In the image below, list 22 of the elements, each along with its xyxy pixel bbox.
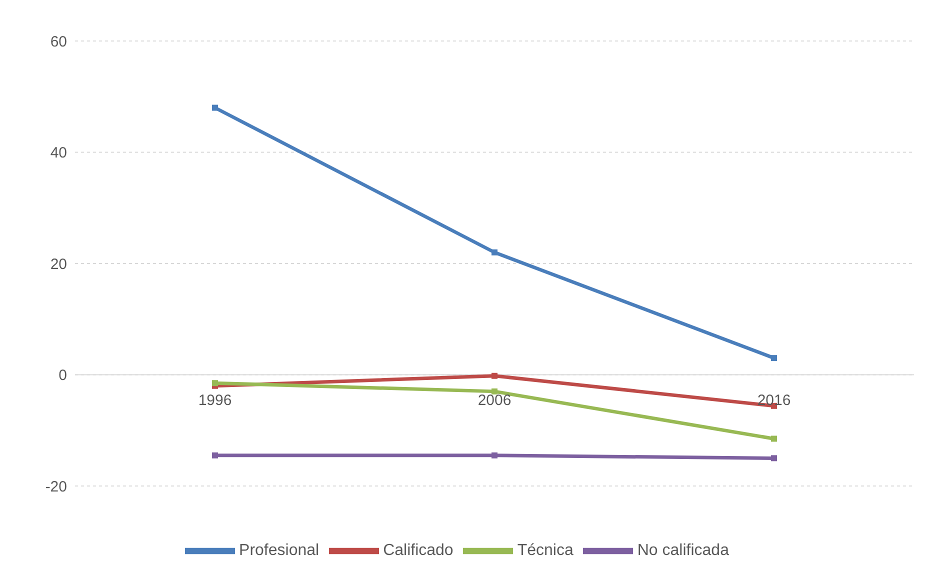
legend-label: Técnica [517, 542, 574, 560]
point [492, 372, 498, 379]
point [212, 452, 218, 458]
point [771, 455, 777, 462]
y-tick-label: 20 [50, 256, 67, 273]
y-tick-label: 0 [58, 367, 67, 384]
y-tick-label: 40 [50, 144, 67, 162]
point [492, 452, 498, 458]
y-tick-label: -20 [45, 478, 67, 496]
x-tick-label: 2006 [478, 392, 512, 409]
point [492, 249, 498, 256]
x-tick-label: 2016 [757, 392, 791, 409]
y-tick-label: 60 [50, 33, 67, 50]
x-tick-label: 1996 [198, 392, 232, 409]
point [212, 104, 218, 111]
legend-label: Profesional [239, 542, 320, 560]
point [492, 388, 498, 394]
point [212, 380, 218, 386]
legend-label: No calificada [637, 542, 729, 560]
point [771, 355, 777, 362]
point [771, 436, 777, 442]
legend-label: Calificado [383, 542, 454, 560]
